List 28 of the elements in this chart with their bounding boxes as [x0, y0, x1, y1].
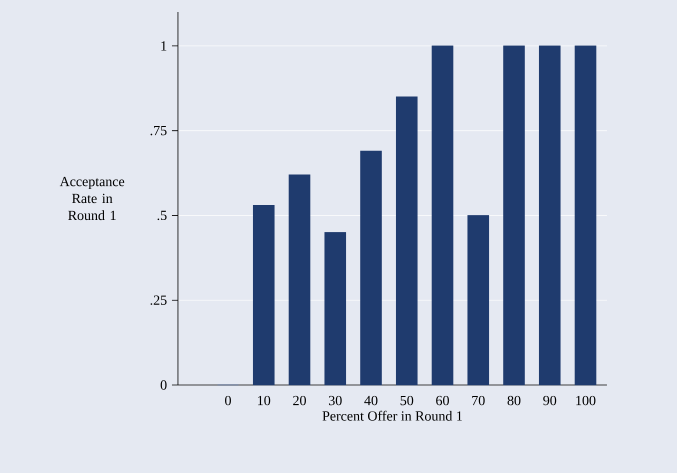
bar [288, 174, 310, 386]
x-axis-title: Percent Offer in Round 1 [322, 410, 462, 421]
x-tick-label: 10 [258, 396, 270, 406]
bar [396, 96, 418, 386]
y-tick-label: .5 [158, 210, 167, 220]
bar [360, 150, 382, 386]
bar [538, 46, 561, 386]
x-tick-label: 60 [436, 396, 449, 406]
bar [252, 204, 275, 386]
x-tick-label: 20 [293, 396, 306, 406]
x-tick-label: 40 [364, 396, 378, 406]
x-tick-label: 30 [328, 396, 342, 406]
x-tick-label: 100 [576, 396, 596, 406]
x-tick-label: 50 [400, 396, 414, 406]
x-tick-label: 70 [472, 396, 485, 406]
y-tick-label: 0 [160, 380, 167, 390]
bar [324, 232, 346, 386]
bar [503, 46, 525, 386]
y-tick-label: 1 [161, 41, 166, 50]
y-axis-title: Acceptance Rate in Round 1 [60, 176, 124, 220]
x-tick-label: 80 [508, 396, 520, 406]
y-tick-label: .75 [150, 126, 167, 136]
bar [574, 46, 596, 386]
x-tick-label: 0 [225, 396, 231, 406]
y-tick-label: .25 [150, 295, 167, 305]
x-tick-label: 90 [543, 396, 556, 406]
bar [432, 46, 454, 386]
bar [467, 215, 490, 386]
